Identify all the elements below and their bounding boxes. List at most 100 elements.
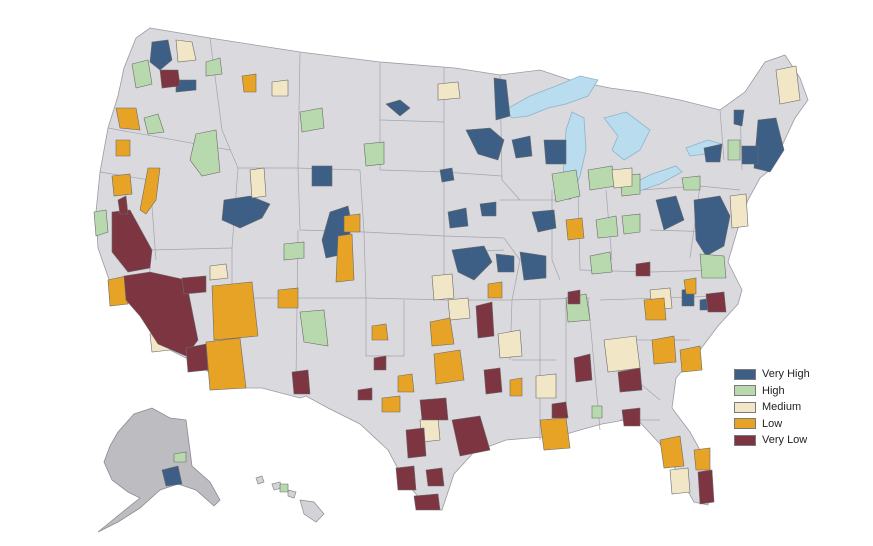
metro-low <box>115 107 141 131</box>
metro-high <box>699 253 727 279</box>
metro-low <box>277 287 299 309</box>
metro-low <box>693 447 711 471</box>
metro-very-low <box>475 301 495 339</box>
metro-very-high <box>149 39 173 71</box>
metro-very-high <box>655 195 685 231</box>
metro-high <box>143 113 165 135</box>
metro-very-high <box>161 465 183 487</box>
metro-low <box>381 395 401 413</box>
metro-low <box>429 317 455 347</box>
metro-very-high <box>543 139 567 165</box>
legend-item-low: Low <box>734 416 810 433</box>
metro-very-low <box>181 275 207 295</box>
legend-swatch <box>734 385 756 397</box>
metro-low <box>659 435 685 469</box>
metro-high <box>205 57 223 77</box>
metro-very-low <box>635 261 651 277</box>
metro-high <box>279 483 289 493</box>
metro-very-low <box>451 415 491 457</box>
metro-very-high <box>493 77 511 121</box>
metro-very-low <box>617 367 643 393</box>
legend-item-very-low: Very Low <box>734 432 810 449</box>
metro-very-high <box>385 99 411 117</box>
metro-low <box>679 345 703 373</box>
legend-item-high: High <box>734 383 810 400</box>
legend-item-very-high: Very High <box>734 366 810 383</box>
metro-high <box>283 241 305 261</box>
metro-very-high <box>495 253 515 273</box>
lake-superior <box>504 75 599 119</box>
hawaii <box>255 475 325 523</box>
metro-medium <box>271 79 289 97</box>
metro-medium <box>603 335 641 373</box>
metro-very-low <box>123 271 199 357</box>
metro-low <box>139 167 161 215</box>
metro-medium <box>669 467 691 495</box>
legend-swatch <box>734 434 756 446</box>
metro-very-low <box>705 291 727 313</box>
metro-high <box>551 169 581 203</box>
metro-medium <box>209 263 229 281</box>
metro-high <box>595 215 619 239</box>
metro-low <box>565 217 585 241</box>
metro-very-low <box>159 69 181 89</box>
metro-very-low <box>357 387 373 401</box>
legend-swatch <box>734 401 756 413</box>
metro-low <box>205 337 247 391</box>
metro-low <box>241 73 257 93</box>
metro-very-low <box>185 343 209 373</box>
metro-very-high <box>175 79 197 93</box>
metro-very-low <box>551 401 569 419</box>
metro-very-high <box>465 127 505 161</box>
legend-swatch <box>734 368 756 380</box>
metro-very-low <box>573 353 593 383</box>
lake-huron <box>603 111 651 161</box>
legend-label: Low <box>762 417 783 430</box>
metro-high <box>681 175 701 191</box>
metro-low <box>107 275 129 307</box>
metro-very-high <box>519 251 547 281</box>
alaska <box>97 407 221 533</box>
metro-low <box>211 281 259 341</box>
metro-high <box>363 141 385 167</box>
legend-label: Medium <box>762 401 802 414</box>
map-legend: Very High High Medium Low Very Low <box>734 366 810 449</box>
metro-high <box>131 59 153 89</box>
metro-low <box>487 281 503 299</box>
metro-high <box>727 139 741 161</box>
metro-high <box>173 451 187 463</box>
metro-very-low <box>395 465 417 491</box>
metro-medium <box>249 167 267 199</box>
metro-low <box>433 349 465 385</box>
metro-very-high <box>511 135 533 159</box>
metro-low <box>651 335 677 365</box>
metro-high <box>589 251 613 275</box>
metro-medium <box>497 329 523 359</box>
metro-low <box>335 233 355 283</box>
legend-item-medium: Medium <box>734 399 810 416</box>
metro-medium <box>775 65 801 105</box>
metro-low <box>397 373 415 393</box>
metro-very-high <box>693 195 731 257</box>
metro-very-low <box>697 469 715 505</box>
metro-very-low <box>405 427 427 459</box>
metro-low <box>115 139 131 157</box>
metro-very-low <box>621 407 641 427</box>
metro-high <box>591 405 603 419</box>
metro-very-low <box>291 369 311 395</box>
metro-very-low <box>117 195 129 215</box>
metro-medium <box>535 373 557 399</box>
metro-very-low <box>483 367 503 395</box>
metro-very-high <box>221 195 271 229</box>
metro-low <box>539 417 571 451</box>
metro-medium <box>729 193 749 229</box>
metro-very-high <box>447 207 469 229</box>
metro-low <box>111 173 133 197</box>
legend-swatch <box>734 418 756 430</box>
metro-areas <box>93 39 801 511</box>
metro-very-high <box>451 245 493 281</box>
metro-medium <box>431 273 455 301</box>
metro-low <box>683 277 697 295</box>
metro-high <box>587 165 617 191</box>
metro-low <box>343 213 361 233</box>
